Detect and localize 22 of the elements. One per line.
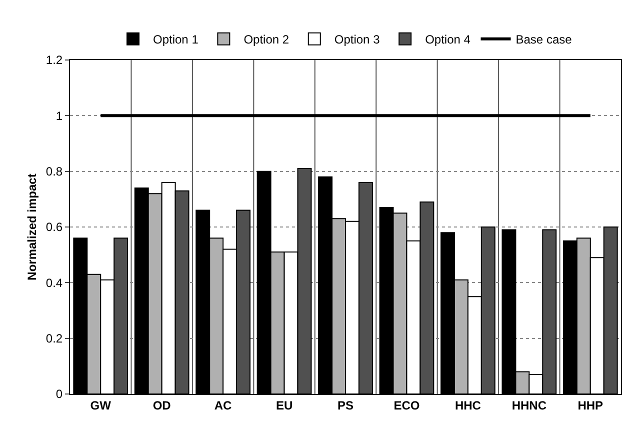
y-tick-label: 0.6: [46, 220, 63, 234]
x-tick-label: OD: [152, 398, 172, 412]
x-tick-label: HHP: [578, 398, 604, 412]
legend-label: Option 4: [425, 32, 471, 46]
legend-label: Option 1: [153, 32, 199, 46]
y-axis-title: Normalized impact: [25, 174, 39, 280]
x-tick-label: GW: [90, 398, 112, 412]
x-tick-label: PS: [337, 398, 354, 412]
x-tick-label: HHNC: [512, 398, 547, 412]
x-tick-label: EU: [276, 398, 293, 412]
y-tick-label: 0.4: [46, 276, 63, 290]
y-tick-label: 0.2: [46, 332, 63, 346]
legend-label: Option 3: [334, 32, 380, 46]
x-tick-label: HHC: [454, 398, 482, 412]
y-tick-label: 0: [56, 387, 63, 402]
y-tick-label: 1: [56, 108, 63, 123]
x-tick-label: AC: [214, 398, 232, 412]
legend-label: Option 2: [244, 32, 290, 46]
y-tick-label: 0.8: [46, 164, 63, 179]
x-tick-label: ECO: [394, 398, 420, 412]
legend-label: Base case: [516, 32, 572, 46]
y-tick-label: 1.2: [46, 53, 63, 68]
